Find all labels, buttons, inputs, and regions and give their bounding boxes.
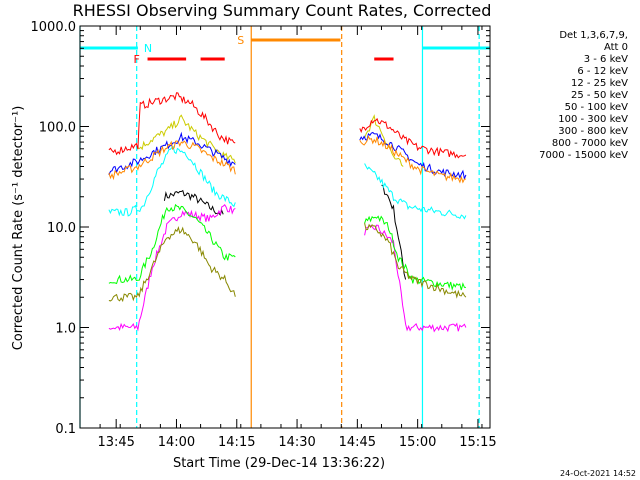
marker-label-n: N: [144, 42, 152, 55]
legend-entry-5: 100 - 300 keV: [558, 114, 628, 125]
x-tick-label: 13:45: [97, 435, 134, 450]
legend-entry-2: 12 - 25 keV: [571, 78, 628, 89]
y-axis-label: Corrected Count Rate (s⁻¹ detector⁻¹): [11, 106, 26, 351]
series-line-8: [108, 222, 467, 303]
y-tick-label: 1000.0: [31, 20, 77, 35]
x-tick-label: 15:00: [399, 435, 436, 450]
y-tick-label: 10.0: [47, 221, 76, 236]
legend-header: Det 1,3,6,7,9,: [559, 30, 628, 41]
y-tick-label: 0.1: [55, 422, 76, 437]
axes: 1000.0 100.0 10.0 1.0 0.1 13:45 14:00 14:15 14:3…: [31, 20, 497, 450]
y-tick-label: 100.0: [39, 121, 76, 136]
legend-header: Att 0: [604, 42, 628, 53]
x-axis-label: Start Time (29-Dec-14 13:36:22): [173, 456, 385, 471]
y-tick-label: 1.0: [55, 322, 76, 337]
x-tick-label: 14:15: [218, 435, 255, 450]
series-line-1: [108, 204, 467, 333]
x-tick-label: 15:15: [459, 435, 496, 450]
series-line-6: [108, 131, 467, 181]
series-line-4: [137, 114, 404, 167]
legend-entry-3: 25 - 50 keV: [571, 90, 628, 101]
legend-entry-8: 7000 - 15000 keV: [539, 150, 628, 161]
series-line-5: [108, 92, 467, 159]
legend-entry-1: 6 - 12 keV: [577, 66, 628, 77]
series-line-7: [108, 135, 466, 184]
legend-entry-7: 800 - 7000 keV: [552, 138, 628, 149]
plot-area: NF S: [79, 26, 490, 428]
series-line-3: [108, 145, 467, 220]
x-tick-label: 14:30: [278, 435, 315, 450]
plot-frame: [79, 25, 491, 429]
legend-entry-4: 50 - 100 keV: [565, 102, 629, 113]
marker-label-f: F: [134, 53, 140, 66]
x-tick-label: 14:45: [339, 435, 376, 450]
legend-entry-6: 300 - 800 keV: [558, 126, 628, 137]
x-tick-label: 14:00: [158, 435, 195, 450]
legend-entry-0: 3 - 6 keV: [584, 54, 628, 65]
footer-timestamp: 24-Oct-2021 14:52: [560, 469, 636, 478]
series-line-0: [163, 184, 407, 280]
chart-title: RHESSI Observing Summary Count Rates, Co…: [73, 1, 492, 20]
marker-label-s: S: [237, 34, 244, 47]
